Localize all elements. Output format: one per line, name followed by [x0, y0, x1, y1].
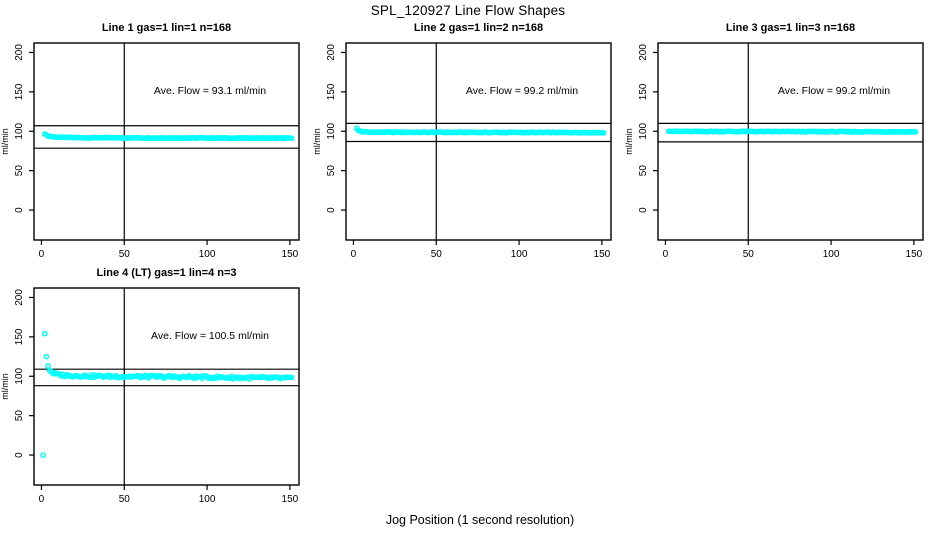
x-tick-label: 50 [119, 494, 131, 505]
subplot-title: Line 1 gas=1 lin=1 n=168 [101, 22, 232, 34]
ave-flow-annotation: Ave. Flow = 99.2 ml/min [778, 85, 890, 97]
data-point [43, 353, 50, 360]
y-tick-label: 150 [326, 83, 337, 100]
ave-flow-annotation: Ave. Flow = 99.2 ml/min [466, 85, 578, 97]
subplot-line-1: Line 1 gas=1 lin=1 n=168 0 50 100 150 0 50 100… [0, 18, 312, 263]
subplot-line-3: Line 3 gas=1 lin=3 n=168 0 50 100 150 0 50 100… [624, 18, 936, 263]
plot-border [657, 42, 924, 241]
x-tick-label: 50 [743, 249, 755, 260]
data-point [912, 129, 919, 135]
x-tick-label: 0 [39, 494, 45, 505]
y-tick-label: 200 [326, 44, 337, 61]
x-tick-label: 0 [351, 249, 357, 260]
y-axis-unit-label: ml/min [0, 373, 10, 400]
y-tick-label: 100 [14, 367, 25, 384]
y-tick-label: 150 [14, 83, 25, 100]
data-point [45, 363, 51, 369]
x-tick-label: 100 [199, 494, 216, 505]
x-tick-label: 0 [663, 249, 669, 260]
x-tick-label: 100 [199, 249, 216, 260]
y-axis-unit-label: ml/min [624, 128, 634, 155]
y-tick-label: 50 [326, 165, 337, 177]
y-tick-label: 100 [638, 122, 649, 139]
subplot-title: Line 4 (LT) gas=1 lin=4 n=3 [96, 267, 237, 279]
y-tick-label: 0 [326, 207, 337, 213]
x-tick-label: 100 [511, 249, 528, 260]
plot-area: 0 50 100 150 0 50 100 150 200 ml/min Ave. Flow = 9… [0, 42, 300, 260]
subplot-line-2: Line 2 gas=1 lin=2 n=168 0 50 100 150 0 50 100… [312, 18, 624, 263]
y-tick-label: 200 [14, 289, 25, 306]
y-axis-unit-label: ml/min [312, 128, 322, 155]
y-tick-label: 200 [14, 44, 25, 61]
y-tick-label: 150 [638, 83, 649, 100]
x-axis-label: Jog Position (1 second resolution) [385, 513, 575, 527]
plot-area: 0 50 100 150 0 50 100 150 200 ml/min Ave. Flow = 9… [624, 42, 924, 260]
y-tick-label: 150 [14, 328, 25, 345]
plot-area: 0 50 100 150 0 50 100 150 200 ml/min Ave. Flow = 1… [0, 287, 300, 505]
y-tick-label: 100 [14, 122, 25, 139]
x-tick-label: 50 [431, 249, 443, 260]
chart-title: SPL_120927 Line Flow Shapes [370, 3, 566, 18]
y-tick-label: 50 [638, 165, 649, 177]
x-tick-label: 150 [594, 249, 611, 260]
x-tick-label: 150 [282, 494, 299, 505]
data-point [41, 330, 48, 337]
data-point [288, 374, 295, 381]
plot-border [33, 42, 300, 241]
plot-border [345, 42, 612, 241]
y-tick-label: 100 [326, 122, 337, 139]
y-tick-label: 0 [14, 207, 25, 213]
x-tick-label: 50 [119, 249, 131, 260]
plot-area: 0 50 100 150 0 50 100 150 200 ml/min Ave. Flow = 9… [312, 42, 612, 260]
subplot-line-4-lt: Line 4 (LT) gas=1 lin=4 n=3 0 50 100 150 0 50… [0, 263, 312, 508]
y-tick-label: 50 [14, 165, 25, 177]
subplot-title: Line 3 gas=1 lin=3 n=168 [725, 22, 856, 34]
data-point [600, 130, 607, 136]
y-tick-label: 0 [638, 207, 649, 213]
y-tick-label: 200 [638, 44, 649, 61]
y-tick-label: 50 [14, 410, 25, 422]
ave-flow-annotation: Ave. Flow = 100.5 ml/min [151, 330, 269, 342]
x-tick-label: 0 [39, 249, 45, 260]
y-axis-unit-label: ml/min [0, 128, 10, 155]
data-point [288, 135, 295, 142]
data-point [40, 452, 46, 458]
y-tick-label: 0 [14, 452, 25, 458]
plot-border [33, 287, 300, 486]
subplot-title: Line 2 gas=1 lin=2 n=168 [413, 22, 544, 34]
x-tick-label: 150 [282, 249, 299, 260]
x-tick-label: 150 [906, 249, 923, 260]
ave-flow-annotation: Ave. Flow = 93.1 ml/min [154, 85, 266, 97]
x-tick-label: 100 [823, 249, 840, 260]
